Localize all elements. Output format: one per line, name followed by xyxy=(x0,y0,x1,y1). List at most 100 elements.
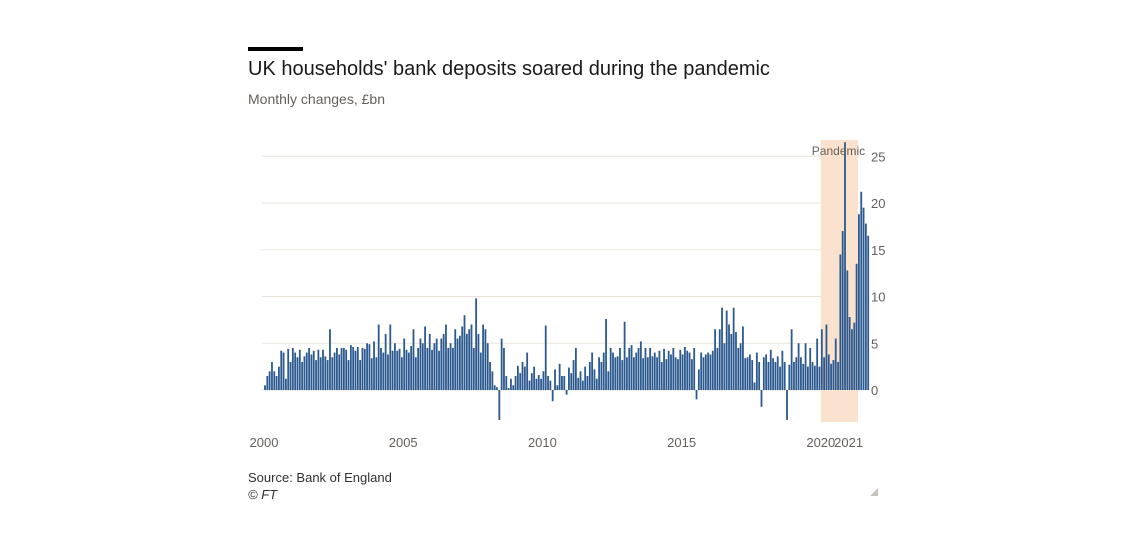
bar-14 xyxy=(296,357,299,390)
bar-78 xyxy=(445,324,447,390)
bar-243 xyxy=(827,354,830,390)
bar-245 xyxy=(832,360,835,390)
bar-91 xyxy=(475,298,478,390)
bar-193 xyxy=(711,350,714,390)
y-tick-label-25: 25 xyxy=(871,149,885,164)
bar-182 xyxy=(686,350,689,390)
bar-124 xyxy=(551,390,554,402)
bar-59 xyxy=(400,357,403,390)
bar-151 xyxy=(614,357,617,390)
bar-219 xyxy=(772,358,774,390)
x-tick-label-2021: 2021 xyxy=(834,435,863,450)
bar-238 xyxy=(816,338,819,390)
bar-174 xyxy=(667,350,670,390)
bar-93 xyxy=(479,352,482,390)
bar-175 xyxy=(670,354,672,390)
bar-210 xyxy=(751,360,754,390)
bar-32 xyxy=(338,354,341,390)
bar-246 xyxy=(834,338,837,390)
bar-34 xyxy=(342,347,345,390)
bar-26 xyxy=(324,356,327,390)
bar-113 xyxy=(526,352,529,390)
bar-9 xyxy=(284,378,287,390)
bar-220 xyxy=(774,361,777,390)
bar-105 xyxy=(507,388,510,390)
bar-191 xyxy=(707,352,710,390)
bar-152 xyxy=(616,356,619,390)
bar-230 xyxy=(797,343,800,390)
bar-18 xyxy=(305,352,308,390)
bar-248 xyxy=(839,254,842,390)
bar-199 xyxy=(725,310,728,390)
bar-107 xyxy=(512,385,515,390)
bar-66 xyxy=(417,347,420,390)
bar-36 xyxy=(347,360,350,390)
bar-15 xyxy=(298,349,301,390)
bar-101 xyxy=(498,390,501,420)
bar-82 xyxy=(454,329,457,390)
bar-148 xyxy=(607,371,610,390)
bar-231 xyxy=(800,357,802,390)
bar-110 xyxy=(519,373,522,390)
bar-72 xyxy=(431,349,433,390)
bar-46 xyxy=(370,358,373,390)
bar-127 xyxy=(558,363,561,390)
bar-57 xyxy=(396,350,399,390)
bar-64 xyxy=(412,329,415,390)
bar-17 xyxy=(303,356,306,390)
bar-188 xyxy=(700,352,703,390)
bar-16 xyxy=(301,361,304,390)
bar-176 xyxy=(672,347,675,390)
bar-256 xyxy=(858,214,860,390)
bar-0 xyxy=(264,385,266,390)
bar-247 xyxy=(837,361,839,390)
bar-259 xyxy=(864,223,867,390)
bar-41 xyxy=(359,360,362,390)
bar-250 xyxy=(844,142,846,390)
bar-120 xyxy=(542,371,545,390)
bar-142 xyxy=(593,369,596,390)
bar-73 xyxy=(433,343,436,390)
bar-25 xyxy=(322,349,324,390)
bar-3 xyxy=(271,361,273,390)
bar-190 xyxy=(704,354,707,390)
bar-51 xyxy=(382,352,385,390)
bar-226 xyxy=(788,364,791,390)
y-tick-label-5: 5 xyxy=(871,336,878,351)
bar-217 xyxy=(767,361,770,390)
y-tick-label-0: 0 xyxy=(871,383,878,398)
bar-236 xyxy=(811,361,814,390)
bar-12 xyxy=(291,347,294,390)
bar-39 xyxy=(354,350,357,390)
bar-52 xyxy=(384,333,387,390)
bar-88 xyxy=(468,329,471,390)
bar-229 xyxy=(795,357,798,390)
bar-109 xyxy=(516,365,519,390)
bar-145 xyxy=(600,361,603,390)
bar-158 xyxy=(630,345,633,390)
bar-225 xyxy=(786,390,788,420)
bar-241 xyxy=(823,357,826,390)
bar-13 xyxy=(294,352,297,390)
bar-186 xyxy=(695,390,698,400)
bar-138 xyxy=(584,366,587,391)
bar-117 xyxy=(535,378,538,390)
bar-47 xyxy=(373,341,375,390)
bar-173 xyxy=(665,359,668,390)
bar-31 xyxy=(336,347,338,390)
bar-106 xyxy=(510,378,512,390)
bar-211 xyxy=(753,382,756,390)
chart-title: UK households' bank deposits soared duri… xyxy=(248,58,770,80)
bar-198 xyxy=(723,343,726,390)
bar-128 xyxy=(561,375,563,390)
bar-257 xyxy=(860,191,863,390)
bar-195 xyxy=(716,347,719,390)
bar-157 xyxy=(628,347,631,390)
bar-98 xyxy=(491,371,494,390)
bar-54 xyxy=(389,324,392,390)
bar-249 xyxy=(841,231,844,390)
bar-178 xyxy=(677,359,679,390)
bar-48 xyxy=(375,357,378,390)
bar-156 xyxy=(626,357,628,390)
bar-135 xyxy=(577,377,580,390)
